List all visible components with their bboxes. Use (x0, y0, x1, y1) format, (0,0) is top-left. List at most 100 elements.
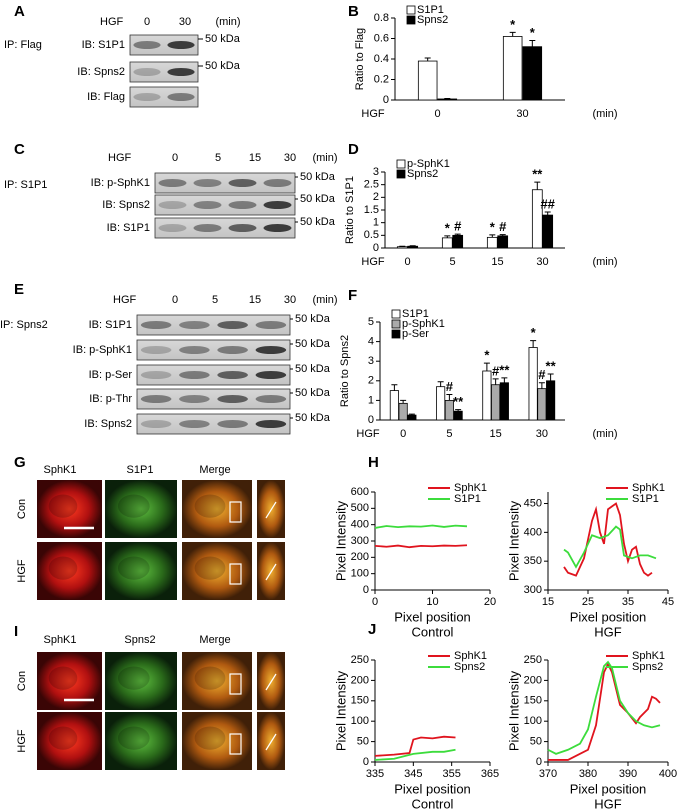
x-tick-label: 15 (490, 428, 502, 440)
series-line (374, 735, 456, 757)
error-bar (409, 245, 416, 247)
treatment-label: HGF (100, 16, 124, 28)
row-label: Con (16, 671, 28, 691)
band (193, 224, 222, 232)
bar (491, 384, 501, 421)
kda-label: 50 kDa (205, 60, 241, 72)
x-tick-label: 25 (582, 596, 594, 608)
legend-label: S1P1 (402, 308, 429, 320)
y-tick-label: 250 (351, 654, 369, 666)
micrograph (182, 542, 252, 600)
kda-label: 50 kDa (295, 387, 331, 399)
y-axis-label: Pixel Intensity (506, 500, 521, 581)
band (217, 371, 248, 379)
y-tick-label: 350 (524, 555, 542, 567)
x-axis-label: HGF (361, 108, 385, 120)
x-tick-label: 45 (662, 596, 674, 608)
band (158, 224, 187, 232)
y-tick-label: 2 (368, 375, 374, 387)
x-tick-label: 35 (622, 596, 634, 608)
x-axis-label: Pixel position (394, 781, 471, 796)
legend-label: S1P1 (632, 493, 659, 505)
time-label: 0 (144, 16, 150, 28)
y-tick-label: 100 (351, 715, 369, 727)
bar (417, 60, 438, 101)
blot-strip (154, 172, 296, 194)
legend-label: p-Ser (402, 328, 429, 340)
error-bar (399, 245, 406, 247)
panel-label: J (368, 621, 376, 638)
column-label: Merge (199, 634, 230, 646)
significance: * (510, 17, 516, 32)
series-line (548, 662, 661, 761)
y-axis-label: Pixel Intensity (506, 670, 521, 751)
x-tick-label: 10 (426, 596, 438, 608)
row-label: HGF (16, 729, 28, 753)
y-tick-label: 0 (383, 94, 389, 106)
error-bar (483, 362, 490, 371)
bar (482, 370, 492, 421)
panel-label: I (14, 623, 18, 640)
bar (441, 237, 453, 249)
legend-swatch (391, 309, 401, 319)
blot-strip (136, 364, 291, 386)
column-label: Merge (199, 464, 230, 476)
ip-label: IP: S1P1 (4, 179, 47, 191)
band (255, 346, 287, 354)
panel-label: D (348, 141, 359, 158)
legend-label: p-SphK1 (402, 318, 445, 330)
panel-label: E (14, 281, 24, 298)
legend-label: S1P1 (454, 493, 481, 505)
band (263, 179, 292, 187)
band (167, 41, 195, 49)
y-tick-label: 200 (351, 551, 369, 563)
cell (48, 494, 78, 518)
y-axis-label: Ratio to Flag (354, 28, 366, 90)
bar (396, 246, 408, 249)
ib-label: IB: S1P1 (107, 222, 150, 234)
panel-label: A (14, 3, 25, 20)
roi-line (265, 501, 277, 519)
x-axis-label: Pixel position (570, 609, 647, 624)
time-label: 5 (215, 152, 221, 164)
band (167, 68, 195, 76)
ib-label: IB: Spns2 (102, 199, 150, 211)
y-tick-label: 100 (524, 715, 542, 727)
blot-strip (154, 194, 296, 216)
x-tick-label: 365 (481, 768, 499, 780)
time-label: 30 (284, 294, 296, 306)
y-tick-label: 400 (524, 526, 542, 538)
y-tick-label: 3 (368, 355, 374, 367)
kda-label: 50 kDa (295, 363, 331, 375)
x-tick-label: 370 (539, 768, 557, 780)
treatment-label: HGF (108, 152, 132, 164)
roi-line (265, 673, 277, 691)
bar (407, 245, 419, 249)
blot-strip (136, 388, 291, 410)
significance: * (530, 25, 536, 40)
legend-label: Spns2 (454, 661, 485, 673)
y-tick-label: 2.5 (364, 179, 379, 191)
x-tick-label: 400 (659, 768, 677, 780)
y-axis-label: Pixel Intensity (333, 670, 348, 751)
series-line (563, 525, 657, 569)
significance: ** (453, 394, 464, 409)
time-label: 15 (249, 294, 261, 306)
band (140, 346, 172, 354)
bar (398, 402, 408, 421)
micrograph (182, 652, 252, 710)
legend-swatch (396, 159, 406, 169)
y-tick-label: 1 (373, 217, 379, 229)
cell (117, 494, 150, 518)
band (193, 201, 222, 209)
series-line (563, 502, 653, 577)
legend-label: p-SphK1 (407, 158, 450, 170)
significance: ** (532, 167, 543, 182)
significance: # (492, 363, 500, 378)
bar (497, 235, 509, 249)
legend-label: S1P1 (417, 4, 444, 16)
x-tick-label: 15 (542, 596, 554, 608)
band (140, 420, 172, 428)
y-tick-label: 1 (368, 394, 374, 406)
x-tick-label: 355 (442, 768, 460, 780)
